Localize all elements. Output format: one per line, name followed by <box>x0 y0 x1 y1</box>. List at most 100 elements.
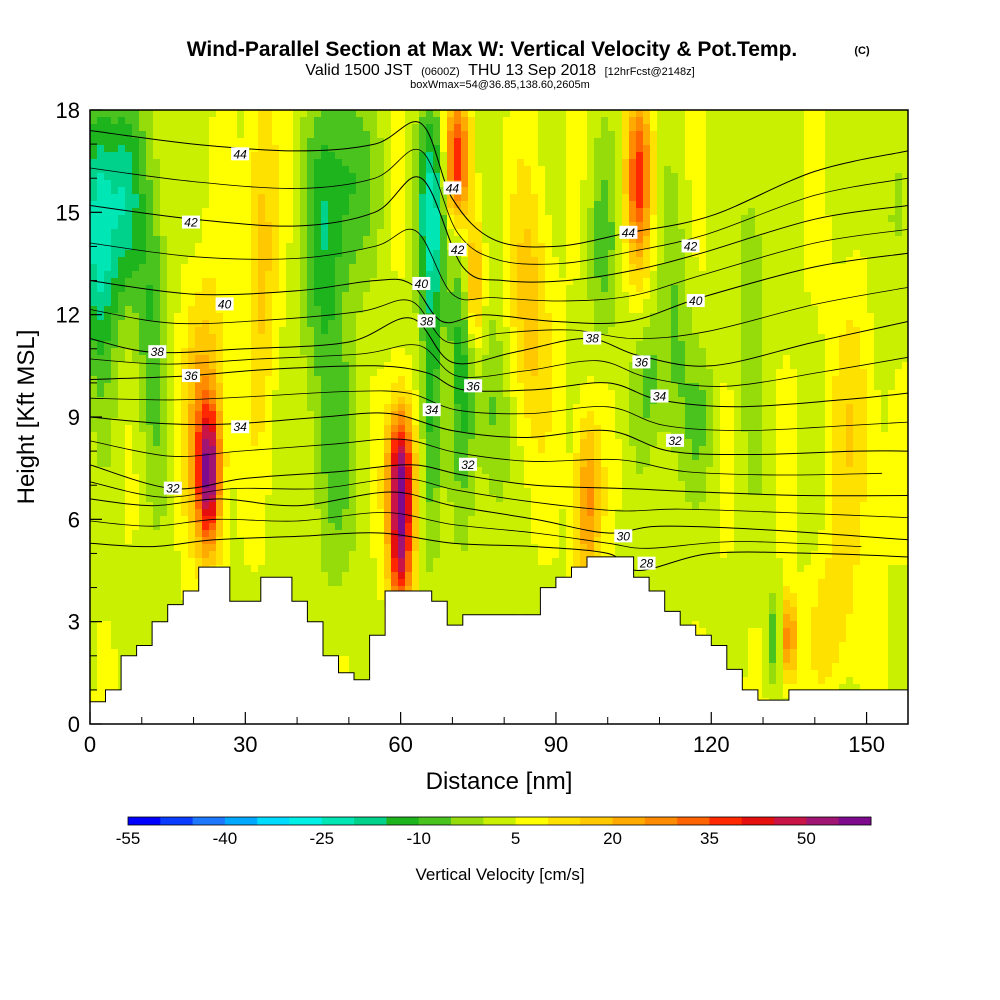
velocity-cell <box>279 397 287 405</box>
velocity-cell <box>230 453 238 461</box>
velocity-cell <box>300 348 308 356</box>
velocity-cell <box>440 439 448 447</box>
velocity-cell <box>314 187 322 195</box>
velocity-cell <box>237 327 245 335</box>
velocity-cell <box>111 159 119 167</box>
velocity-cell <box>223 502 231 510</box>
velocity-cell <box>307 502 315 510</box>
velocity-cell <box>440 173 448 181</box>
velocity-cell <box>167 250 175 258</box>
velocity-cell <box>139 208 147 216</box>
velocity-cell <box>160 488 168 496</box>
velocity-cell <box>412 369 420 377</box>
velocity-cell <box>118 180 126 188</box>
velocity-cell <box>370 166 378 174</box>
velocity-cell <box>342 306 350 314</box>
velocity-cell <box>160 152 168 160</box>
velocity-cell <box>139 579 147 587</box>
velocity-cell <box>209 558 217 566</box>
velocity-cell <box>454 376 462 384</box>
velocity-cell <box>258 152 266 160</box>
velocity-cell <box>447 586 455 594</box>
velocity-cell <box>279 166 287 174</box>
velocity-cell <box>370 383 378 391</box>
velocity-cell <box>188 278 196 286</box>
velocity-cell <box>188 285 196 293</box>
velocity-cell <box>356 215 364 223</box>
velocity-cell <box>377 187 385 195</box>
velocity-cell <box>440 201 448 209</box>
velocity-cell <box>139 432 147 440</box>
velocity-cell <box>461 117 469 125</box>
velocity-cell <box>328 586 336 594</box>
velocity-cell <box>307 320 315 328</box>
velocity-cell <box>160 292 168 300</box>
velocity-cell <box>440 544 448 552</box>
velocity-cell <box>202 264 210 272</box>
velocity-cell <box>342 229 350 237</box>
velocity-cell <box>216 173 224 181</box>
velocity-cell <box>139 159 147 167</box>
velocity-cell <box>146 565 154 573</box>
velocity-cell <box>237 236 245 244</box>
velocity-cell <box>125 383 133 391</box>
velocity-cell <box>132 460 140 468</box>
velocity-cell <box>104 187 112 195</box>
velocity-cell <box>90 334 98 342</box>
velocity-cell <box>132 180 140 188</box>
velocity-cell <box>461 432 469 440</box>
velocity-cell <box>139 152 147 160</box>
velocity-cell <box>377 474 385 482</box>
velocity-cell <box>202 481 210 489</box>
velocity-cell <box>111 572 119 580</box>
velocity-cell <box>251 341 259 349</box>
velocity-cell <box>293 236 301 244</box>
velocity-cell <box>90 313 98 321</box>
velocity-cell <box>363 474 371 482</box>
chart-subtitle-box: boxWmax=54@36.85,138.60,2605m <box>410 79 590 91</box>
velocity-cell <box>454 558 462 566</box>
velocity-cell <box>475 110 483 118</box>
velocity-cell <box>468 369 476 377</box>
velocity-cell <box>188 117 196 125</box>
velocity-cell <box>237 341 245 349</box>
velocity-cell <box>461 593 469 601</box>
velocity-cell <box>251 390 259 398</box>
velocity-cell <box>223 425 231 433</box>
velocity-cell <box>300 166 308 174</box>
velocity-cell <box>223 152 231 160</box>
velocity-cell <box>356 432 364 440</box>
velocity-cell <box>188 481 196 489</box>
velocity-cell <box>181 208 189 216</box>
velocity-cell <box>216 243 224 251</box>
velocity-cell <box>433 222 441 230</box>
velocity-cell <box>300 131 308 139</box>
velocity-cell <box>146 474 154 482</box>
velocity-cell <box>447 222 455 230</box>
velocity-cell <box>335 593 343 601</box>
velocity-cell <box>97 397 105 405</box>
velocity-cell <box>160 145 168 153</box>
velocity-cell <box>328 460 336 468</box>
velocity-cell <box>412 516 420 524</box>
velocity-cell <box>181 488 189 496</box>
velocity-cell <box>202 355 210 363</box>
velocity-cell <box>454 285 462 293</box>
velocity-cell <box>146 257 154 265</box>
velocity-cell <box>111 285 119 293</box>
velocity-cell <box>349 292 357 300</box>
velocity-cell <box>363 376 371 384</box>
velocity-cell <box>321 572 329 580</box>
velocity-cell <box>279 551 287 559</box>
velocity-cell <box>286 572 294 580</box>
velocity-cell <box>454 278 462 286</box>
velocity-cell <box>356 222 364 230</box>
velocity-cell <box>356 404 364 412</box>
velocity-cell <box>118 320 126 328</box>
velocity-cell <box>342 299 350 307</box>
velocity-cell <box>475 348 483 356</box>
velocity-cell <box>90 404 98 412</box>
velocity-cell <box>314 222 322 230</box>
velocity-cell <box>363 194 371 202</box>
velocity-cell <box>111 677 119 685</box>
